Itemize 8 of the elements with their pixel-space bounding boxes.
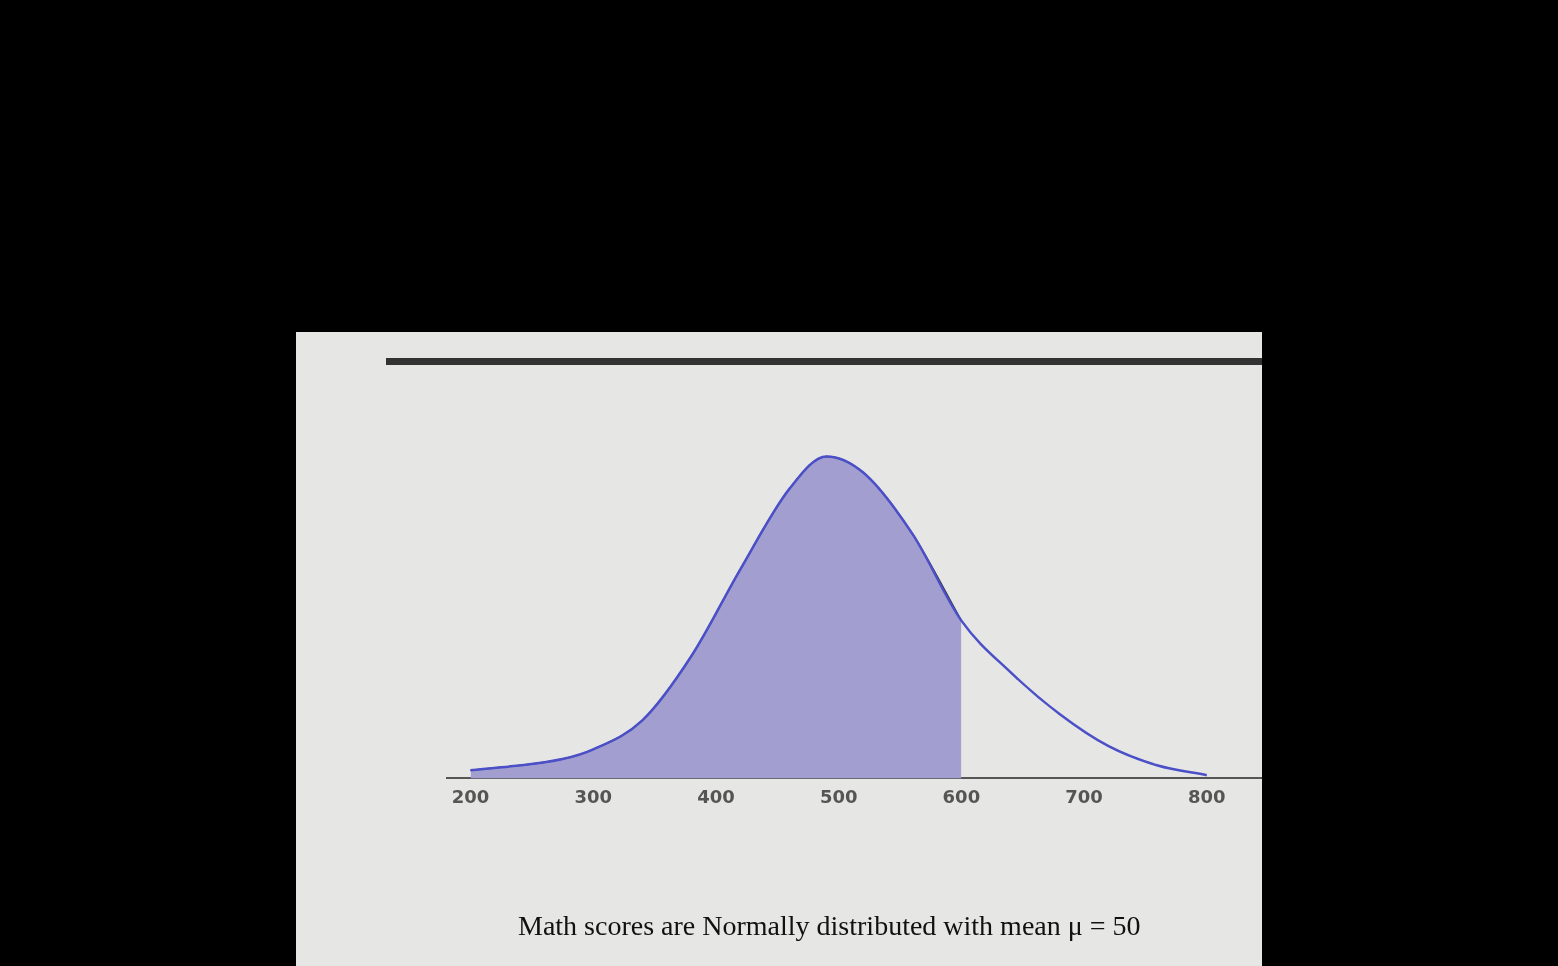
x-tick-label: 800 bbox=[1187, 785, 1226, 807]
x-tick-label: 300 bbox=[574, 785, 613, 807]
text: Math scores are Normally distributed with mean μ = 50 bbox=[518, 910, 1141, 942]
x-tick-label: 400 bbox=[697, 785, 735, 807]
x-tick-label: 200 bbox=[451, 785, 490, 807]
x-tick-label: 600 bbox=[942, 785, 981, 807]
x-tick-label: 700 bbox=[1065, 785, 1103, 807]
x-tick-label: 500 bbox=[819, 785, 858, 807]
